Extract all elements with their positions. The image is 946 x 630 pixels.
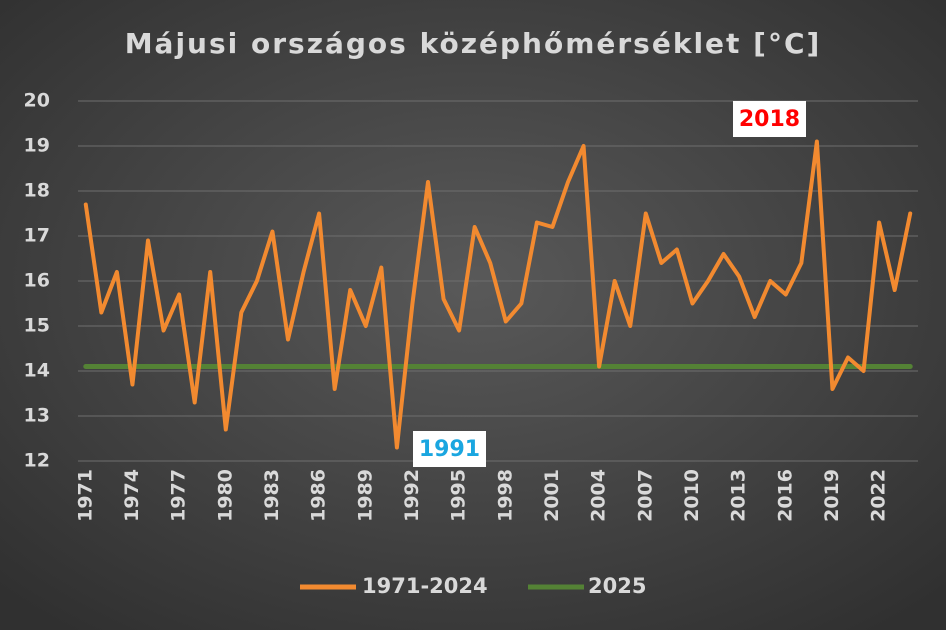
y-tick-label: 14 [24,360,50,382]
x-tick-label: 1986 [308,469,330,522]
x-tick-label: 2007 [634,469,656,522]
x-tick-label: 2013 [728,469,750,522]
legend-label: 2025 [588,574,646,598]
x-tick-label: 1977 [168,469,190,522]
x-tick-label: 1992 [401,469,423,522]
annotation-box [413,431,486,467]
x-tick-label: 2022 [868,469,890,522]
legend-label: 1971-2024 [362,574,488,598]
x-tick-label: 2001 [541,469,563,522]
x-tick-label: 2016 [774,469,796,522]
y-tick-label: 13 [24,405,50,427]
x-tick-label: 1998 [494,469,516,522]
annotation: 2018 [739,107,800,132]
y-tick-label: 16 [24,270,50,292]
y-tick-label: 17 [24,225,50,247]
y-tick-label: 18 [24,180,50,202]
y-tick-label: 19 [24,135,50,157]
y-tick-label: 12 [24,450,50,472]
y-tick-label: 20 [24,90,50,112]
annotation-box [733,101,806,137]
x-tick-label: 1974 [121,469,143,522]
x-tick-label: 1989 [354,469,376,522]
x-tick-label: 1995 [448,469,470,522]
annotation: 1991 [419,437,480,462]
x-tick-label: 1980 [214,469,236,522]
x-tick-label: 2010 [681,469,703,522]
chart-title: Májusi országos középhőmérséklet [°C] [125,27,822,60]
x-tick-label: 1971 [74,469,96,522]
y-tick-label: 15 [24,315,50,337]
x-tick-label: 1983 [261,469,283,522]
x-tick-label: 2019 [821,469,843,522]
data-line [83,139,913,450]
x-tick-label: 2004 [588,469,610,522]
